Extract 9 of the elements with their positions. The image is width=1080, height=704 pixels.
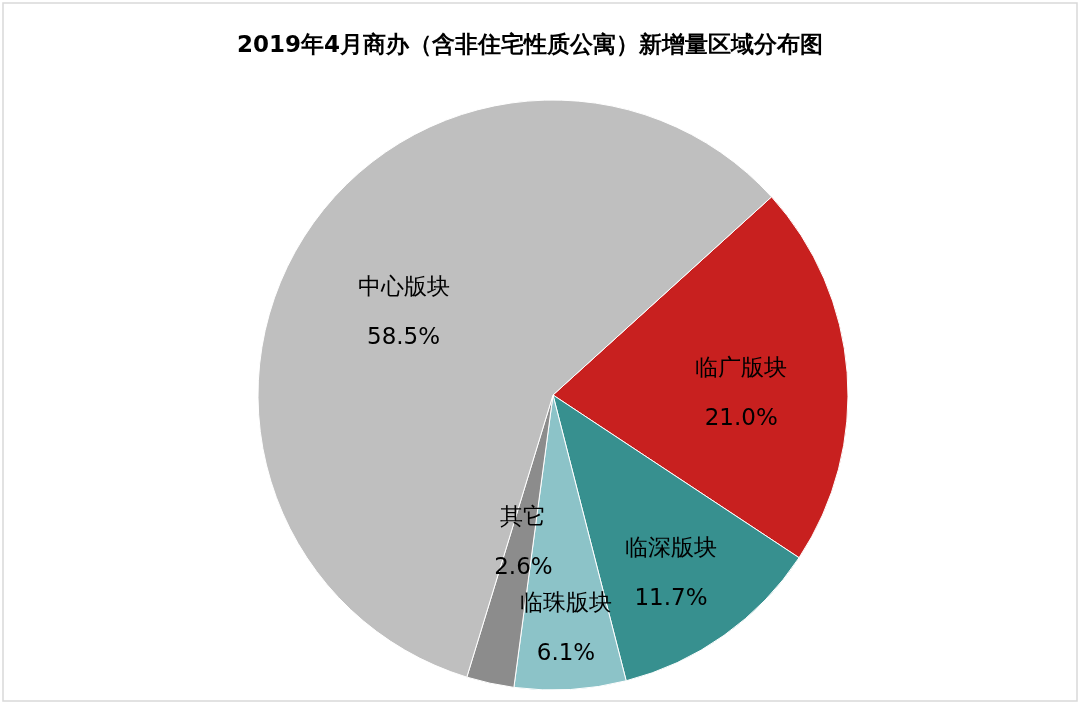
chart-title: 2019年4月商办（含非住宅性质公寓）新增量区域分布图 <box>236 31 824 57</box>
slice-label: 临深版块 <box>625 533 718 560</box>
data-label: 6.1% <box>536 638 596 665</box>
data-label: 58.5% <box>367 323 441 350</box>
data-label: 21.0% <box>704 403 778 430</box>
slice-label: 临广版块 <box>695 353 788 380</box>
slice-label: 临珠版块 <box>520 588 613 615</box>
slice-label: 中心版块 <box>357 273 450 300</box>
data-label: 11.7% <box>634 583 708 610</box>
